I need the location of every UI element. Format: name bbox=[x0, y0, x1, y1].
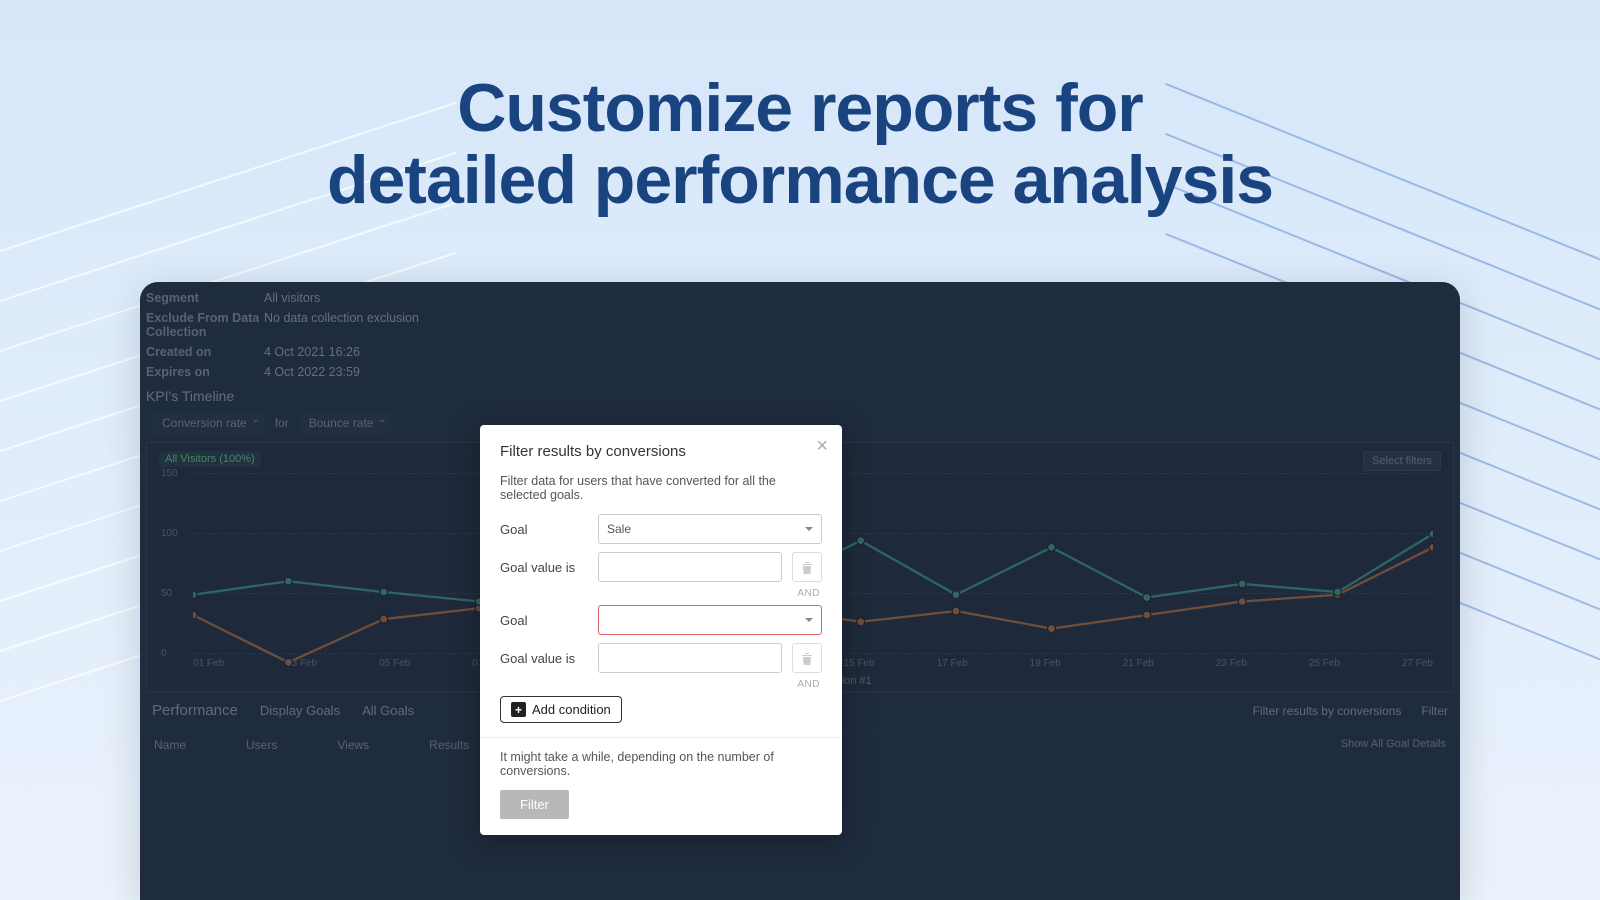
goal-label-2: Goal bbox=[500, 613, 588, 628]
and-label-1: AND bbox=[500, 588, 820, 599]
filter-conversions-modal: × Filter results by conversions Filter d… bbox=[480, 425, 842, 835]
delete-condition-1[interactable] bbox=[792, 552, 822, 582]
hero-heading: Customize reports for detailed performan… bbox=[0, 0, 1600, 256]
hero-line1: Customize reports for bbox=[457, 70, 1143, 146]
trash-icon bbox=[801, 652, 813, 665]
modal-title: Filter results by conversions bbox=[500, 443, 822, 460]
trash-icon bbox=[801, 561, 813, 574]
goal-value-label-1: Goal value is bbox=[500, 560, 588, 575]
add-condition-label: Add condition bbox=[532, 702, 611, 717]
goal-select-1[interactable]: Sale bbox=[598, 514, 822, 544]
and-label-2: AND bbox=[500, 679, 820, 690]
hero-line2: detailed performance analysis bbox=[327, 142, 1273, 218]
goal-value-label-2: Goal value is bbox=[500, 651, 588, 666]
delete-condition-2[interactable] bbox=[792, 643, 822, 673]
goal-select-2[interactable] bbox=[598, 605, 822, 635]
modal-note: It might take a while, depending on the … bbox=[500, 750, 822, 778]
goal-label-1: Goal bbox=[500, 522, 588, 537]
goal-value-input-2[interactable] bbox=[598, 643, 782, 673]
goal-value-input-1[interactable] bbox=[598, 552, 782, 582]
modal-subtitle: Filter data for users that have converte… bbox=[500, 474, 822, 502]
filter-button[interactable]: Filter bbox=[500, 790, 569, 819]
add-condition-button[interactable]: + Add condition bbox=[500, 696, 622, 723]
plus-icon: + bbox=[511, 702, 526, 717]
close-icon[interactable]: × bbox=[816, 435, 828, 458]
